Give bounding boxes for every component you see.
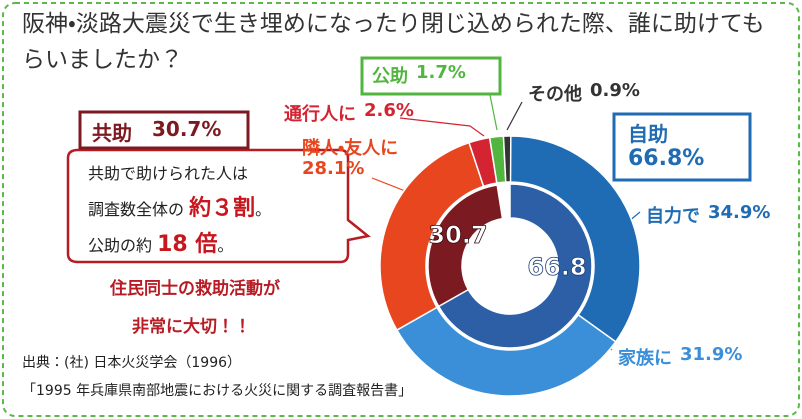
callout-text: 公助の約 18 倍。 <box>88 226 233 258</box>
outer-category-label: 公助 <box>372 66 408 87</box>
inner-value-label: 66.8 <box>527 253 586 281</box>
source: 「1995 年兵庫県南部地震における火災に関する調査報告書」 <box>22 383 413 399</box>
outer-category-label: 隣人・友人に <box>302 138 399 159</box>
callout-text: 共助で助けられた人は <box>88 164 249 183</box>
callout-emphasis: 約３割 <box>189 196 256 221</box>
donut-segment <box>437 183 593 349</box>
speech-callout <box>66 148 371 264</box>
callout-text: 調査数全体の <box>88 200 185 219</box>
outer-value-label: 1.7% <box>416 62 466 83</box>
box-category: 共助 <box>92 121 132 145</box>
donut-segment <box>427 184 504 308</box>
callout-text: 。 <box>255 200 272 219</box>
box-self <box>612 112 752 182</box>
donut-segment <box>379 141 485 332</box>
box-public <box>360 56 502 96</box>
outer-value-label: 2.6% <box>364 100 414 121</box>
outer-category-label: 家族に <box>618 348 672 369</box>
outer-category-label: 通行人に <box>284 104 356 125</box>
box-value: 30.7% <box>152 117 222 141</box>
outer-category-label: 自力で <box>646 206 700 227</box>
callout-text: 。 <box>217 236 234 255</box>
donut-segment <box>395 306 617 397</box>
message: 非常に大切！！ <box>132 317 251 337</box>
box-value: 66.8% <box>628 146 705 171</box>
inner-value-label: 30.7 <box>428 221 487 249</box>
callout-text: 公助の約 <box>88 236 153 255</box>
callout-emphasis: 18 倍 <box>157 232 218 257</box>
box-mutual <box>78 110 250 150</box>
outer-value-label: 28.1% <box>302 158 365 179</box>
donut-segment <box>509 135 641 343</box>
outer-value-label: 0.9% <box>590 80 640 101</box>
chart-title: 阪神・淡路大震災で生き埋めになったり閉じ込められた際、誰に助けてもらいましたか？ <box>22 11 765 73</box>
outer-category-label: その他 <box>528 84 582 105</box>
source: 出典：(社) 日本火災学会（1996） <box>22 355 242 371</box>
outer-value-label: 34.9% <box>708 202 771 223</box>
box-category: 自助 <box>628 122 668 146</box>
callout-text: 調査数全体の 約３割。 <box>88 190 271 222</box>
donut-segment <box>502 135 512 183</box>
outer-value-label: 31.9% <box>680 344 743 365</box>
message: 住民同士の救助活動が <box>110 279 280 299</box>
